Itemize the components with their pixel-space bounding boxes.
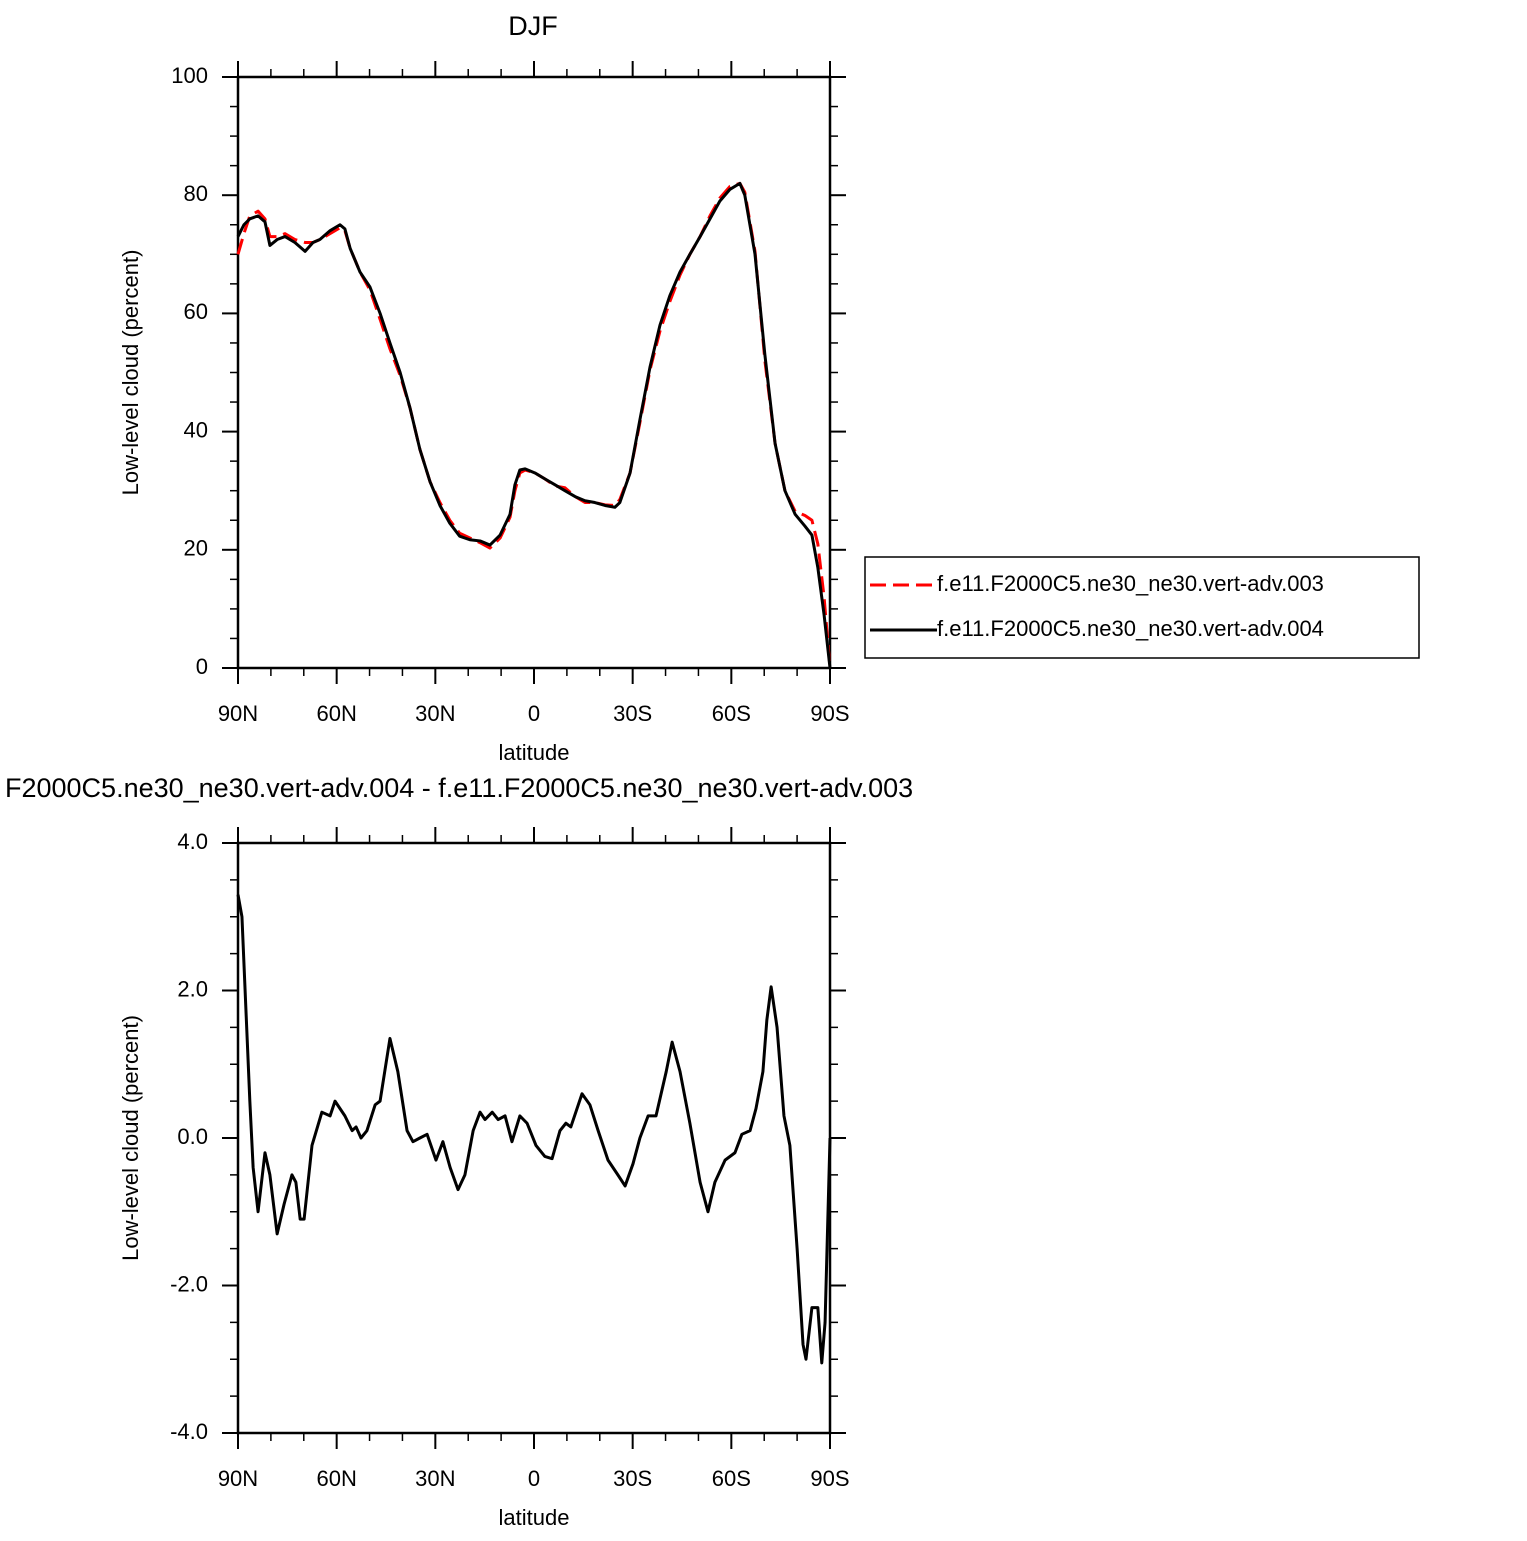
x-tick-label: 30N — [415, 1466, 455, 1491]
y-tick-label: 0 — [196, 654, 208, 679]
x-tick-label: 60S — [712, 1466, 751, 1491]
x-tick-label: 60S — [712, 701, 751, 726]
plot-frame — [236, 75, 832, 670]
x-axis-label: latitude — [499, 740, 570, 765]
legend-label: f.e11.F2000C5.ne30_ne30.vert-adv.004 — [937, 616, 1324, 641]
x-tick-label: 90S — [810, 701, 849, 726]
series-line — [236, 181, 832, 669]
legend-label: f.e11.F2000C5.ne30_ne30.vert-adv.003 — [937, 571, 1324, 596]
y-tick-label: 4.0 — [177, 829, 208, 854]
y-axis-label: Low-level cloud (percent) — [118, 1015, 143, 1261]
y-tick-label: -2.0 — [170, 1271, 208, 1296]
x-tick-label: 30S — [613, 701, 652, 726]
x-tick-label: 90S — [810, 1466, 849, 1491]
x-tick-label: 0 — [528, 1466, 540, 1491]
x-tick-label: 60N — [316, 1466, 356, 1491]
y-tick-label: 60 — [184, 299, 208, 324]
x-axis-label: latitude — [499, 1505, 570, 1530]
y-tick-label: 80 — [184, 181, 208, 206]
x-tick-label: 30S — [613, 1466, 652, 1491]
y-axis-label: Low-level cloud (percent) — [118, 250, 143, 496]
x-tick-label: 0 — [528, 701, 540, 726]
y-tick-label: 20 — [184, 536, 208, 561]
y-tick-label: 0.0 — [177, 1124, 208, 1149]
y-tick-label: 2.0 — [177, 976, 208, 1001]
x-tick-label: 90N — [218, 1466, 258, 1491]
x-tick-label: 30N — [415, 701, 455, 726]
chart-title: DJF — [508, 11, 558, 41]
x-tick-label: 90N — [218, 701, 258, 726]
y-tick-label: 100 — [171, 63, 208, 88]
legend-box — [864, 556, 1420, 659]
series-line — [236, 894, 832, 1365]
y-tick-label: 40 — [184, 417, 208, 442]
chart-title: F2000C5.ne30_ne30.vert-adv.004 - f.e11.F… — [5, 773, 913, 803]
x-tick-label: 60N — [316, 701, 356, 726]
series-line — [236, 181, 832, 669]
y-tick-label: -4.0 — [170, 1419, 208, 1444]
